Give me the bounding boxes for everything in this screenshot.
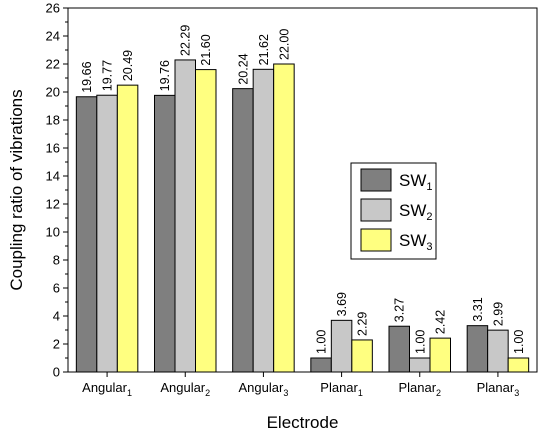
bar (232, 88, 254, 373)
legend-label-subscript: 1 (426, 181, 432, 193)
legend-label-base: SW (399, 201, 426, 220)
x-tick-label: Angular3 (239, 380, 289, 398)
bar (466, 325, 489, 373)
legend-label-base: SW (399, 171, 426, 190)
bar (252, 68, 275, 373)
y-tick-label: 20 (46, 85, 60, 100)
x-tick-label-subscript: 3 (514, 388, 519, 398)
data-label: 2.99 (491, 302, 505, 326)
legend-label-subscript: 3 (426, 241, 432, 253)
bar (388, 325, 410, 373)
bar (409, 357, 431, 373)
legend-label-base: SW (399, 231, 426, 250)
data-label: 1.00 (413, 330, 427, 354)
x-tick-label: Planar3 (477, 380, 520, 398)
bar (507, 357, 530, 373)
bar (195, 69, 217, 373)
legend-label: SW2 (399, 201, 433, 223)
x-tick-label-base: Planar (398, 380, 436, 395)
x-axis-title: Electrode (267, 413, 339, 432)
bar (96, 94, 118, 373)
x-tick-label: Angular1 (82, 380, 132, 398)
plot-frame (67, 7, 538, 373)
legend-swatch (360, 168, 392, 192)
y-tick-label: 12 (46, 197, 60, 212)
x-tick-label-base: Angular (160, 380, 205, 395)
bar (75, 96, 98, 373)
x-tick-label: Planar1 (320, 380, 363, 398)
data-label: 20.49 (121, 50, 135, 81)
data-label: 19.77 (101, 60, 115, 91)
y-tick-label: 26 (46, 1, 60, 16)
data-label: 22.00 (277, 29, 291, 60)
y-axis-title: Coupling ratio of vibrations (7, 89, 26, 290)
y-tick-label: 10 (46, 225, 60, 240)
y-tick-label: 16 (46, 141, 60, 156)
legend-label: SW1 (399, 171, 433, 193)
y-tick-label: 24 (46, 29, 60, 44)
data-label: 19.66 (80, 61, 94, 92)
data-label: 21.62 (257, 34, 271, 65)
x-tick-label-subscript: 1 (358, 388, 363, 398)
legend-label-subscript: 2 (426, 211, 432, 223)
bar (273, 63, 295, 373)
data-label: 3.31 (471, 297, 485, 321)
data-label: 21.60 (199, 34, 213, 65)
y-tick-label: 2 (53, 337, 60, 352)
y-tick-label: 4 (53, 309, 60, 324)
data-label: 19.76 (158, 60, 172, 91)
x-tick-label-base: Angular (239, 380, 284, 395)
data-label: 3.27 (393, 298, 407, 322)
x-tick-label-subscript: 2 (436, 388, 441, 398)
y-tick-label: 6 (53, 281, 60, 296)
bar (154, 94, 176, 373)
bar (116, 84, 139, 373)
x-tick-label-base: Planar (320, 380, 358, 395)
data-label: 1.00 (512, 330, 526, 354)
x-tick-label-subscript: 1 (127, 388, 132, 398)
y-tick-label: 18 (46, 113, 60, 128)
y-tick-label: 14 (46, 169, 60, 184)
legend-swatch (360, 198, 392, 222)
x-axis-ticks: Angular1 Angular2 Angular3 Planar1 Planar2 Pl… (82, 372, 519, 398)
x-tick-label: Planar2 (398, 380, 441, 398)
bar (174, 59, 196, 373)
bar (351, 339, 373, 373)
x-tick-label: Angular2 (160, 380, 210, 398)
x-tick-label-subscript: 2 (205, 388, 210, 398)
data-label: 2.42 (434, 310, 448, 334)
legend-label: SW3 (399, 231, 433, 253)
y-tick-label: 0 (53, 365, 60, 380)
y-tick-label: 8 (53, 253, 60, 268)
data-label: 2.29 (356, 312, 370, 336)
bar (429, 337, 451, 373)
legend-swatch (360, 228, 392, 252)
data-label: 1.00 (315, 330, 329, 354)
bars (75, 59, 530, 373)
bar (487, 329, 509, 373)
data-label: 22.29 (179, 25, 193, 56)
data-label: 20.24 (236, 53, 250, 84)
bar (330, 319, 353, 373)
x-tick-label-base: Angular (82, 380, 127, 395)
y-tick-label: 22 (46, 57, 60, 72)
x-tick-label-base: Planar (477, 380, 515, 395)
bar (310, 357, 332, 373)
x-tick-label-subscript: 3 (283, 388, 288, 398)
data-label: 3.69 (335, 292, 349, 316)
